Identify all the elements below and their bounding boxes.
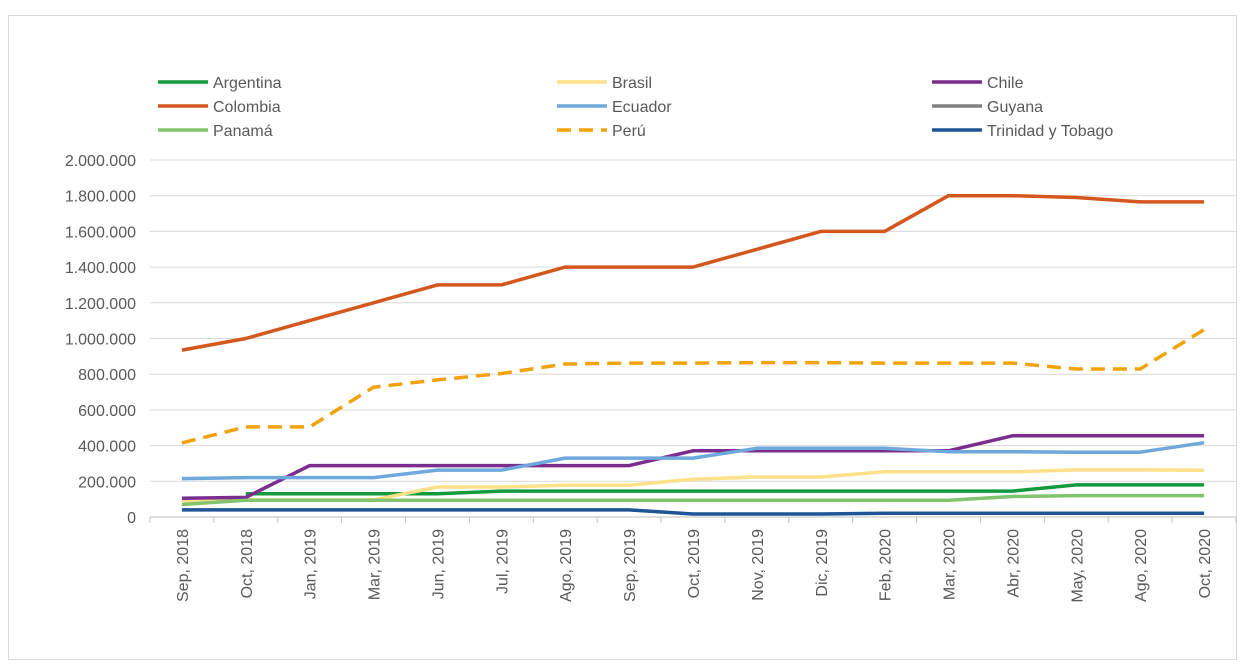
series-line-perú (181, 328, 1206, 445)
x-tick-label: Sep, 2018 (175, 529, 192, 602)
gridlines (150, 159, 1236, 482)
x-tick-label: Oct, 2019 (686, 529, 703, 598)
x-tick-label: May, 2020 (1069, 529, 1086, 603)
y-tick-label: 1.600.000 (65, 224, 136, 241)
x-tick-label: Mar, 2020 (942, 529, 959, 600)
y-tick-label: 1.400.000 (65, 260, 136, 277)
x-tick-label: Mar, 2019 (367, 529, 384, 600)
y-tick-label: 2.000.000 (65, 153, 136, 170)
legend-label: Perú (612, 123, 646, 140)
series-line-trinidad-y-tobago (181, 508, 1205, 516)
axes: 0 200.000 400.000 600.000 800.000 1.000.000 1.… (65, 153, 1237, 603)
x-tick-label: Ago, 2019 (558, 529, 575, 602)
chart-frame (8, 15, 1237, 660)
x-tick-label: Oct, 2020 (1197, 529, 1214, 598)
series-line-ecuador (181, 440, 1205, 481)
x-tick-label: Jun, 2019 (430, 529, 447, 599)
y-tick-label: 600.000 (78, 403, 136, 420)
legend-label: Ecuador (612, 99, 672, 116)
legend-label: Panamá (213, 123, 273, 140)
legend-label: Argentina (213, 75, 282, 92)
series-line-chile (181, 434, 1205, 501)
y-tick-label: 400.000 (78, 439, 136, 456)
x-tick-label: Abr, 2020 (1005, 529, 1022, 598)
x-tick-label: Feb, 2020 (878, 529, 895, 601)
x-tick-label: Dic, 2019 (814, 529, 831, 597)
x-tick-label: Jul, 2019 (494, 529, 511, 594)
series-line-argentina (245, 483, 1205, 496)
series-line-panamá (181, 493, 1205, 507)
y-tick-label: 1.200.000 (65, 296, 136, 313)
legend-label: Brasil (612, 75, 652, 92)
y-tick-label: 0 (127, 510, 136, 527)
x-tick-label: Sep, 2019 (622, 529, 639, 602)
legend-label: Guyana (987, 99, 1043, 116)
y-tick-label: 1.800.000 (65, 189, 136, 206)
x-tick-label: Oct, 2018 (239, 529, 256, 598)
legend-label: Trinidad y Tobago (987, 123, 1113, 140)
x-tick-label: Ago, 2020 (1133, 529, 1150, 602)
y-tick-label: 800.000 (78, 367, 136, 384)
series-lines (181, 193, 1206, 516)
legend: Argentina Brasil Chile Colombia Ecuador Guyan… (158, 75, 1113, 140)
x-tick-label: Jan, 2019 (303, 529, 320, 599)
x-tick-label: Nov, 2019 (750, 529, 767, 601)
series-line-colombia (181, 193, 1205, 352)
y-tick-label: 200.000 (78, 474, 136, 491)
y-tick-label: 1.000.000 (65, 332, 136, 349)
legend-label: Colombia (213, 99, 281, 116)
legend-label: Chile (987, 75, 1024, 92)
